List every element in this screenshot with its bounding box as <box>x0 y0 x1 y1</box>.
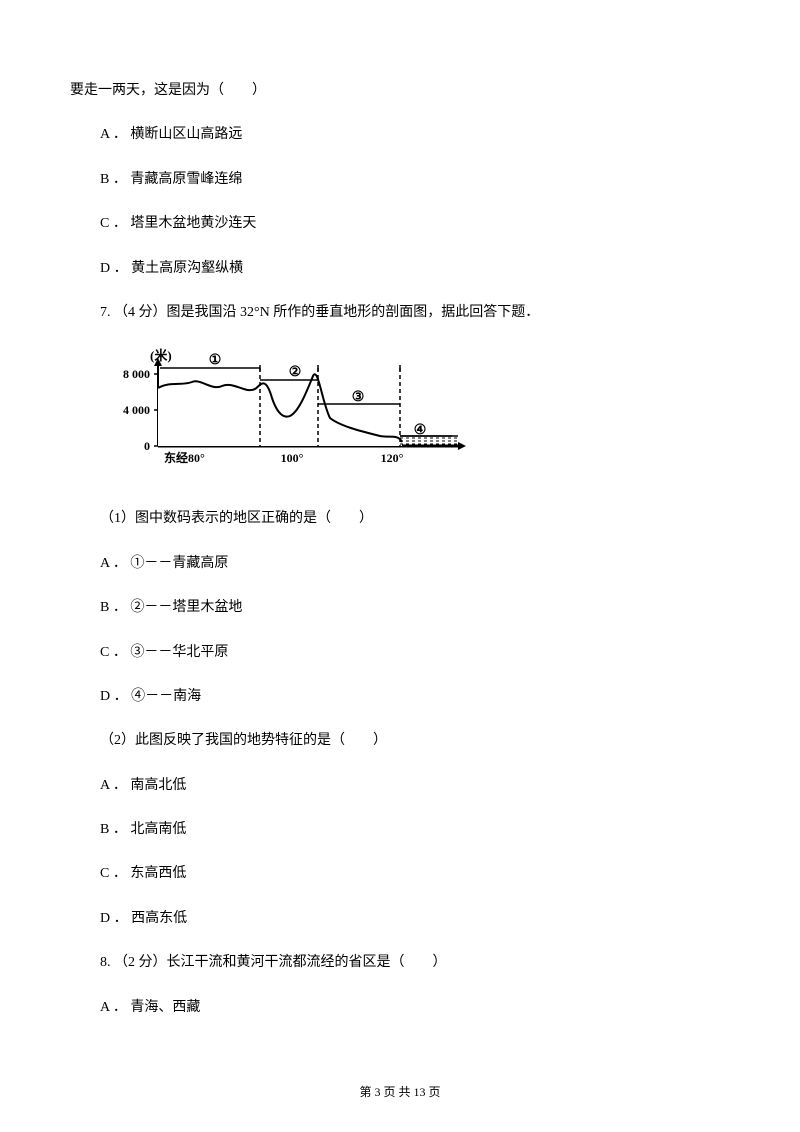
q6-option-b: B ． 青藏高原雪峰连绵 <box>70 169 730 191</box>
opt-key: A ． <box>100 778 127 793</box>
svg-text:100°: 100° <box>281 451 304 465</box>
opt-text: 横断山区山高路远 <box>130 127 242 142</box>
q7-stem: 7. （4 分）图是我国沿 32°N 所作的垂直地形的剖面图，据此回答下题． <box>70 302 730 324</box>
opt-text: ①－－青藏高原 <box>130 556 228 571</box>
opt-text: 北高南低 <box>130 822 186 837</box>
q8-option-a: A ． 青海、西藏 <box>70 997 730 1019</box>
q7-sub1: （1）图中数码表示的地区正确的是（ ） <box>70 508 730 530</box>
q7-s2-option-a: A ． 南高北低 <box>70 775 730 797</box>
q7-s2-option-c: C ． 东高西低 <box>70 863 730 885</box>
opt-key: C ． <box>100 645 127 660</box>
q6-option-a: A ． 横断山区山高路远 <box>70 124 730 146</box>
svg-text:120°: 120° <box>381 451 404 465</box>
svg-text:(米): (米) <box>150 348 172 363</box>
svg-text:④: ④ <box>414 423 427 438</box>
svg-text:东经80°: 东经80° <box>164 450 205 465</box>
opt-key: D ． <box>100 261 128 276</box>
q7-s1-option-c: C ． ③－－华北平原 <box>70 642 730 664</box>
svg-text:0: 0 <box>144 439 150 453</box>
opt-key: A ． <box>100 1000 127 1015</box>
opt-text: 青海、西藏 <box>130 1000 200 1015</box>
q6-option-d: D ． 黄土高原沟壑纵横 <box>70 258 730 280</box>
opt-text: ④－－南海 <box>131 689 201 704</box>
opt-text: 塔里木盆地黄沙连天 <box>130 216 256 231</box>
opt-key: A ． <box>100 556 127 571</box>
q8-stem: 8. （2 分）长江干流和黄河干流都流经的省区是（ ） <box>70 952 730 974</box>
q7-s1-option-d: D ． ④－－南海 <box>70 686 730 708</box>
q7-s2-option-b: B ． 北高南低 <box>70 819 730 841</box>
opt-text: 东高西低 <box>130 866 186 881</box>
svg-text:③: ③ <box>352 390 365 405</box>
q7-s2-option-d: D ． 西高东低 <box>70 908 730 930</box>
opt-text: ②－－塔里木盆地 <box>130 600 242 615</box>
terrain-profile-chart: (米)8 000 4 000 0 东经80° 100° 120° ① ② ③ ④ <box>70 346 730 486</box>
opt-text: 西高东低 <box>131 911 187 926</box>
opt-text: 南高北低 <box>130 778 186 793</box>
opt-key: B ． <box>100 600 127 615</box>
svg-text:8 000: 8 000 <box>123 367 150 381</box>
opt-key: D ． <box>100 689 128 704</box>
opt-key: D ． <box>100 911 128 926</box>
opt-key: B ． <box>100 172 127 187</box>
q7-s1-option-a: A ． ①－－青藏高原 <box>70 553 730 575</box>
svg-text:②: ② <box>289 365 302 380</box>
question-stem-continued: 要走一两天，这是因为（ ） <box>70 80 730 102</box>
terrain-profile-svg: (米)8 000 4 000 0 东经80° 100° 120° ① ② ③ ④ <box>100 346 480 486</box>
opt-key: C ． <box>100 216 127 231</box>
opt-text: 黄土高原沟壑纵横 <box>131 261 243 276</box>
opt-key: C ． <box>100 866 127 881</box>
q7-sub2: （2）此图反映了我国的地势特征的是（ ） <box>70 730 730 752</box>
opt-text: ③－－华北平原 <box>130 645 228 660</box>
opt-text: 青藏高原雪峰连绵 <box>130 172 242 187</box>
svg-text:4 000: 4 000 <box>123 403 150 417</box>
q6-option-c: C ． 塔里木盆地黄沙连天 <box>70 213 730 235</box>
opt-key: A ． <box>100 127 127 142</box>
svg-text:①: ① <box>209 353 222 368</box>
page-footer: 第 3 页 共 13 页 <box>0 1083 800 1102</box>
q7-s1-option-b: B ． ②－－塔里木盆地 <box>70 597 730 619</box>
opt-key: B ． <box>100 822 127 837</box>
